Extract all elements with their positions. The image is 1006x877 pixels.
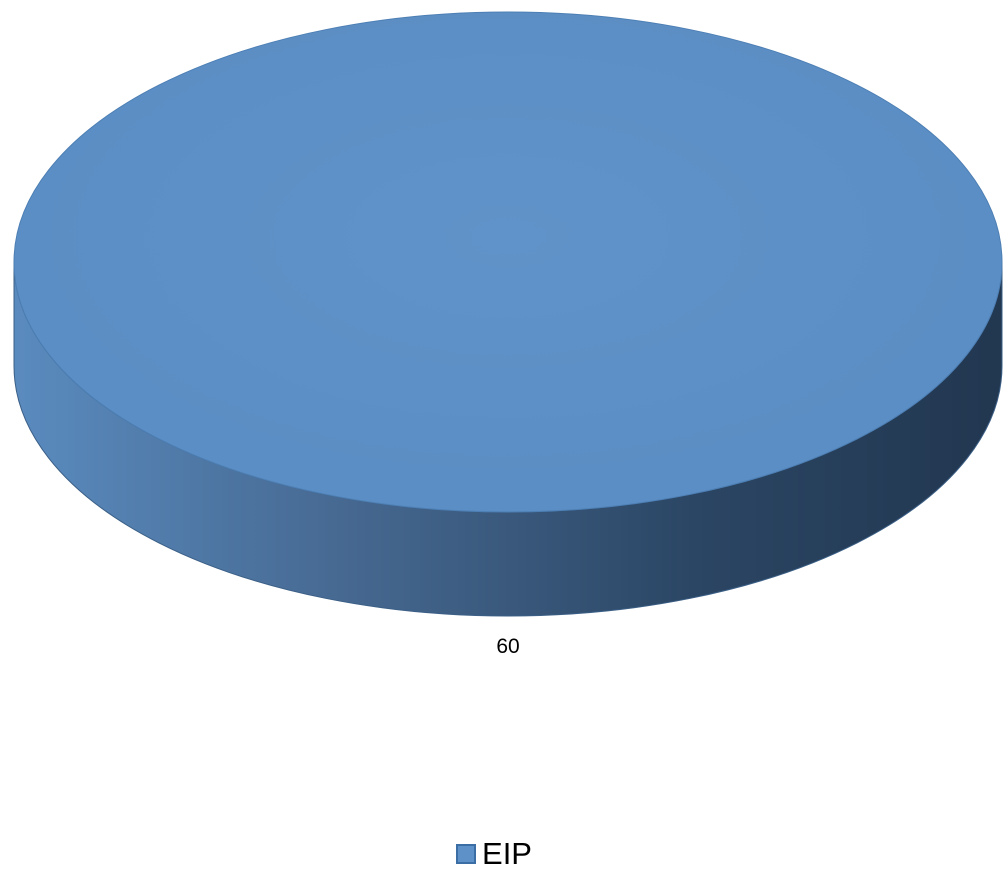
legend-swatch	[456, 843, 477, 864]
data-label: 60	[496, 635, 519, 658]
pie-slice-top	[13, 11, 1003, 513]
legend: EIP	[0, 838, 1006, 869]
legend-label: EIP	[482, 836, 532, 871]
